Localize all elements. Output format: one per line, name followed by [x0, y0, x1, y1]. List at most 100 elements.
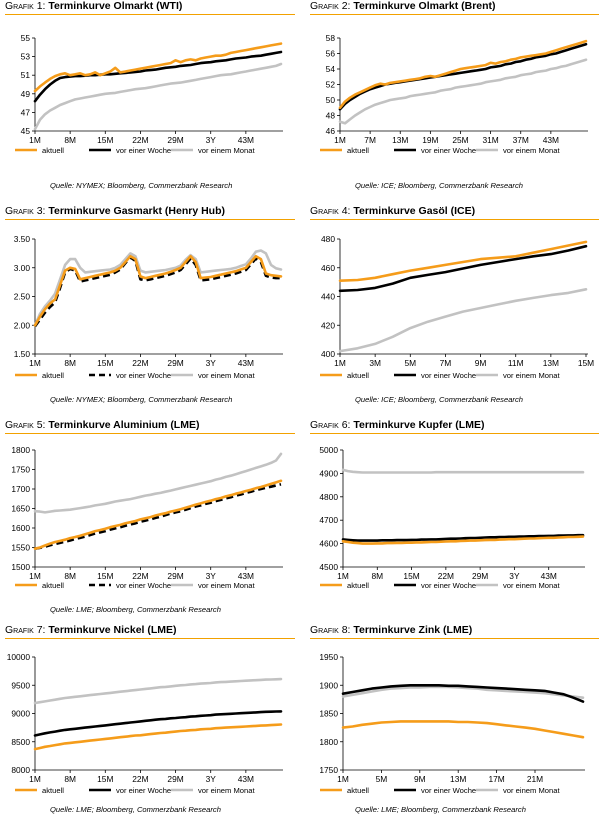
series-line-woche [338, 244, 588, 293]
y-tick-label: 54 [326, 64, 336, 74]
y-tick-label: 10000 [7, 652, 31, 662]
source-note: Quelle: NYMEX; Bloomberg, Commerzbank Re… [50, 181, 233, 190]
y-tick-label: 45 [21, 126, 31, 136]
title-rule [310, 638, 599, 639]
y-tick-label: 49 [21, 89, 31, 99]
y-tick-label: 4900 [319, 468, 338, 478]
chart-title-text: Terminkurve Gasmarkt (Henry Hub) [48, 205, 225, 217]
x-tick-label: 29M [167, 358, 183, 368]
series-line-monat [338, 288, 588, 353]
y-tick-label: 480 [321, 234, 335, 244]
legend-item-woche: vor einer Woche [394, 371, 476, 380]
y-tick-label: 1950 [319, 652, 338, 662]
title-rule [310, 219, 599, 220]
y-tick-label: 1900 [319, 680, 338, 690]
legend-item-monat: vor einem Monat [171, 146, 255, 155]
series-line-monat [33, 62, 283, 131]
legend-item-aktuell: aktuell [320, 371, 369, 380]
legend-item-aktuell: aktuell [15, 146, 64, 155]
x-tick-label: 3Y [206, 135, 217, 145]
y-tick-label: 1550 [11, 543, 30, 553]
line-chart: 45 47 49 51 53 55 1M 8M 15M 22M 29M 3Y 43M aktuell vor… [15, 33, 283, 155]
legend-label: vor einem Monat [503, 371, 560, 380]
legend-label: vor einem Monat [198, 581, 255, 590]
x-tick-label: 43M [238, 135, 254, 145]
y-tick-label: 8000 [11, 765, 30, 775]
y-tick-label: 2.50 [14, 292, 31, 302]
legend-label: aktuell [347, 581, 369, 590]
chart-title: Grafik 7: Terminkurve Nickel (LME) [5, 624, 177, 636]
line-chart: 8000 8500 9000 9500 10000 1M 8M 15M 22M 29M 3Y 43M a… [7, 652, 283, 795]
legend-item-aktuell: aktuell [320, 786, 369, 795]
series-line-woche [33, 256, 281, 328]
y-tick-label: 4600 [319, 539, 338, 549]
legend-label: aktuell [347, 371, 369, 380]
x-tick-label: 29M [472, 571, 488, 581]
legend-item-monat: vor einem Monat [476, 146, 560, 155]
y-tick-label: 3.50 [14, 234, 31, 244]
source-note: Quelle: LME; Bloomberg, Commerzbank Rese… [50, 605, 221, 614]
chart-title-text: Terminkurve Olmarkt (Brent) [353, 0, 496, 12]
x-tick-label: 8M [64, 358, 76, 368]
x-tick-label: 22M [132, 774, 148, 784]
legend-label: vor einem Monat [503, 146, 560, 155]
x-tick-label: 37M [513, 135, 529, 145]
series-line-woche [341, 683, 585, 703]
legend-item-monat: vor einem Monat [476, 581, 560, 590]
series-line-woche [341, 533, 585, 542]
source-note: Quelle: NYMEX; Bloomberg, Commerzbank Re… [50, 395, 233, 404]
chart-title-text: Terminkurve Zink (LME) [353, 624, 473, 636]
x-tick-label: 3M [369, 358, 381, 368]
chart-number: Grafik 5: [5, 419, 49, 431]
y-tick-label: 50 [326, 95, 336, 105]
y-tick-label: 1750 [319, 765, 338, 775]
x-tick-label: 13M [392, 135, 408, 145]
series-line-monat [33, 677, 283, 705]
x-tick-label: 7M [364, 135, 376, 145]
chart-title-text: Terminkurve Aluminium (LME) [48, 419, 200, 431]
series-line-aktuell [33, 42, 283, 93]
legend-item-woche: vor einer Woche [89, 581, 171, 590]
legend-label: vor einer Woche [421, 786, 476, 795]
x-tick-label: 1M [334, 358, 346, 368]
series-line-monat [338, 58, 588, 125]
series-line-woche [33, 50, 283, 103]
y-tick-label: 1750 [11, 465, 30, 475]
x-tick-label: 1M [29, 135, 41, 145]
y-tick-label: 55 [21, 33, 31, 43]
line-chart: 1500 1550 1600 1650 1700 1750 1800 1M 8M 15M 22M 29… [11, 445, 283, 590]
x-tick-label: 31M [482, 135, 498, 145]
source-note: Quelle: LME; Bloomberg, Commerzbank Rese… [355, 805, 526, 814]
x-tick-label: 1M [29, 358, 41, 368]
x-tick-label: 15M [403, 571, 419, 581]
x-tick-label: 8M [64, 571, 76, 581]
chart-title: Grafik 2: Terminkurve Olmarkt (Brent) [310, 0, 496, 12]
line-chart: 46 48 50 52 54 56 58 1M 7M 13M 19M 25M 31M 37M 43M aktu… [320, 33, 588, 155]
chart-number: Grafik 4: [310, 205, 354, 217]
legend-label: vor einer Woche [421, 371, 476, 380]
legend-item-woche: vor einer Woche [394, 786, 476, 795]
chart-title-text: Terminkurve Gasöl (ICE) [353, 205, 476, 217]
series-line-woche [33, 710, 283, 737]
chart-number: Grafik 2: [310, 0, 354, 12]
legend-label: vor einer Woche [116, 786, 171, 795]
x-tick-label: 3Y [509, 571, 520, 581]
series-line-aktuell [33, 254, 283, 327]
x-tick-label: 15M [97, 135, 113, 145]
series-line-aktuell [338, 39, 588, 110]
series-line-aktuell [338, 240, 588, 283]
legend-item-woche: vor einer Woche [89, 786, 171, 795]
legend-label: vor einer Woche [116, 581, 171, 590]
y-tick-label: 4700 [319, 515, 338, 525]
series-line-aktuell [33, 479, 283, 550]
legend-item-aktuell: aktuell [320, 146, 369, 155]
y-tick-label: 1500 [11, 562, 30, 572]
series-line-aktuell [341, 535, 585, 545]
x-tick-label: 11M [508, 358, 524, 368]
legend-item-aktuell: aktuell [320, 581, 369, 590]
x-tick-label: 22M [132, 135, 148, 145]
line-chart: 4500 4600 4700 4800 4900 5000 1M 8M 15M 22M 29M 3Y 4… [319, 445, 585, 590]
chart-title-text: Terminkurve Kupfer (LME) [353, 419, 485, 431]
line-chart: 1.50 2.00 2.50 3.00 3.50 1M 8M 15M 22M 29M 3Y 43M ak… [14, 234, 283, 380]
x-tick-label: 15M [578, 358, 594, 368]
